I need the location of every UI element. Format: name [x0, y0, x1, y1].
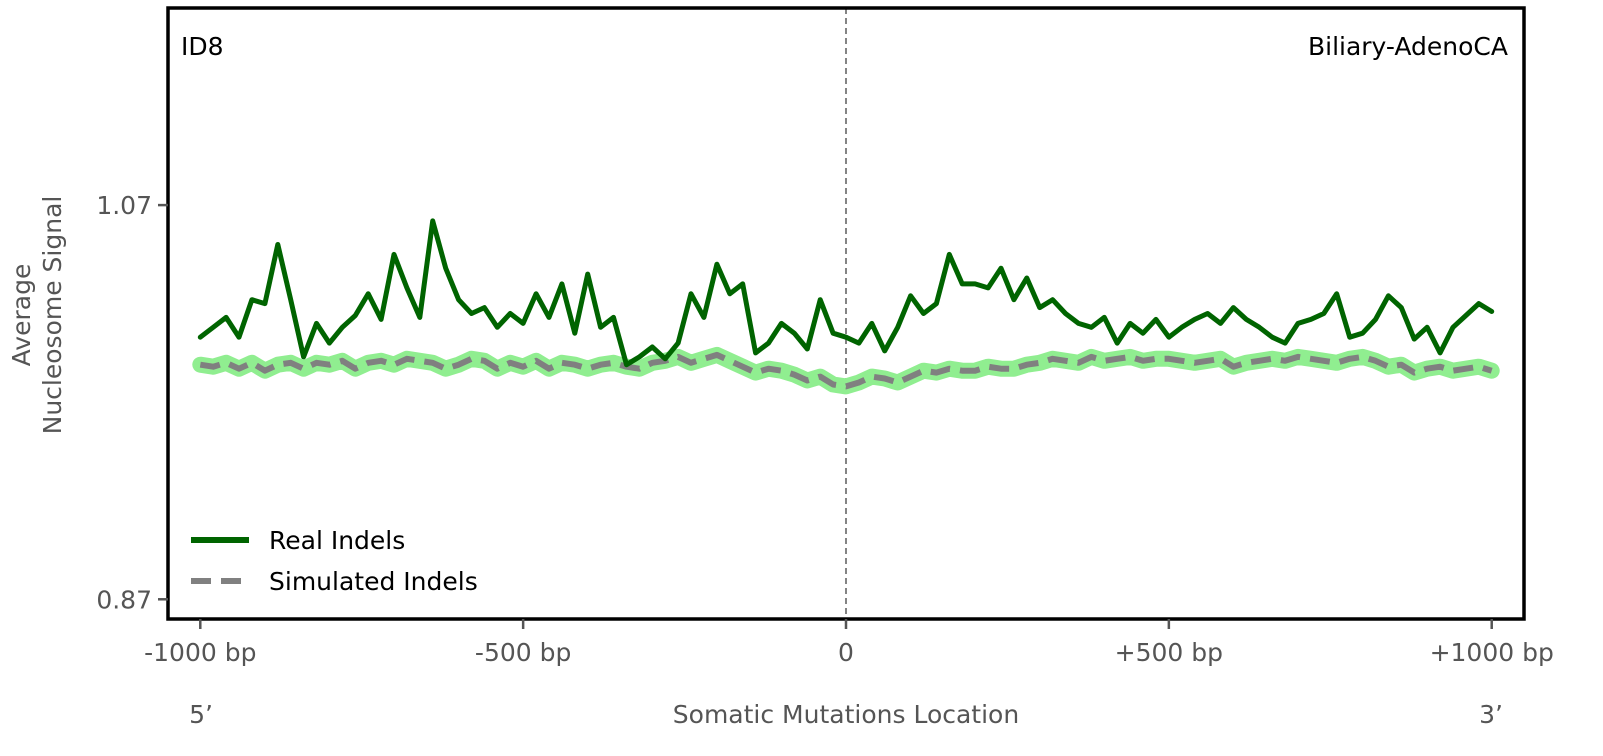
- x-tick-label-4: +1000 bp: [1430, 638, 1554, 667]
- y-tick-label-1: 0.87: [96, 585, 152, 614]
- y-axis-title-line1: Average: [7, 264, 36, 367]
- legend: Real Indels Simulated Indels: [191, 526, 478, 596]
- y-axis-title-line2: Nucleosome Signal: [38, 196, 67, 435]
- x-axis-ticks: -1000 bp -500 bp 0 +500 bp +1000 bp: [144, 619, 1554, 667]
- panel-right-label: Biliary-AdenoCA: [1308, 32, 1508, 61]
- real-indels-line: [197, 218, 1495, 368]
- x-tick-label-0: -1000 bp: [144, 638, 256, 667]
- series-group: [197, 218, 1495, 390]
- x-tick-label-1: -500 bp: [475, 638, 571, 667]
- x-tick-label-2: 0: [838, 638, 854, 667]
- x-end-left-label: 5’: [189, 700, 213, 729]
- panel-left-label: ID8: [181, 32, 224, 61]
- x-end-right-label: 3’: [1479, 700, 1503, 729]
- x-axis-title: Somatic Mutations Location: [673, 700, 1019, 729]
- legend-label-simulated: Simulated Indels: [269, 567, 478, 596]
- x-tick-label-3: +500 bp: [1115, 638, 1223, 667]
- y-axis-ticks: 1.07 0.87: [96, 191, 168, 614]
- legend-label-real: Real Indels: [269, 526, 405, 555]
- y-tick-label-0: 1.07: [96, 191, 152, 220]
- simulated-indels-line: [199, 351, 1493, 390]
